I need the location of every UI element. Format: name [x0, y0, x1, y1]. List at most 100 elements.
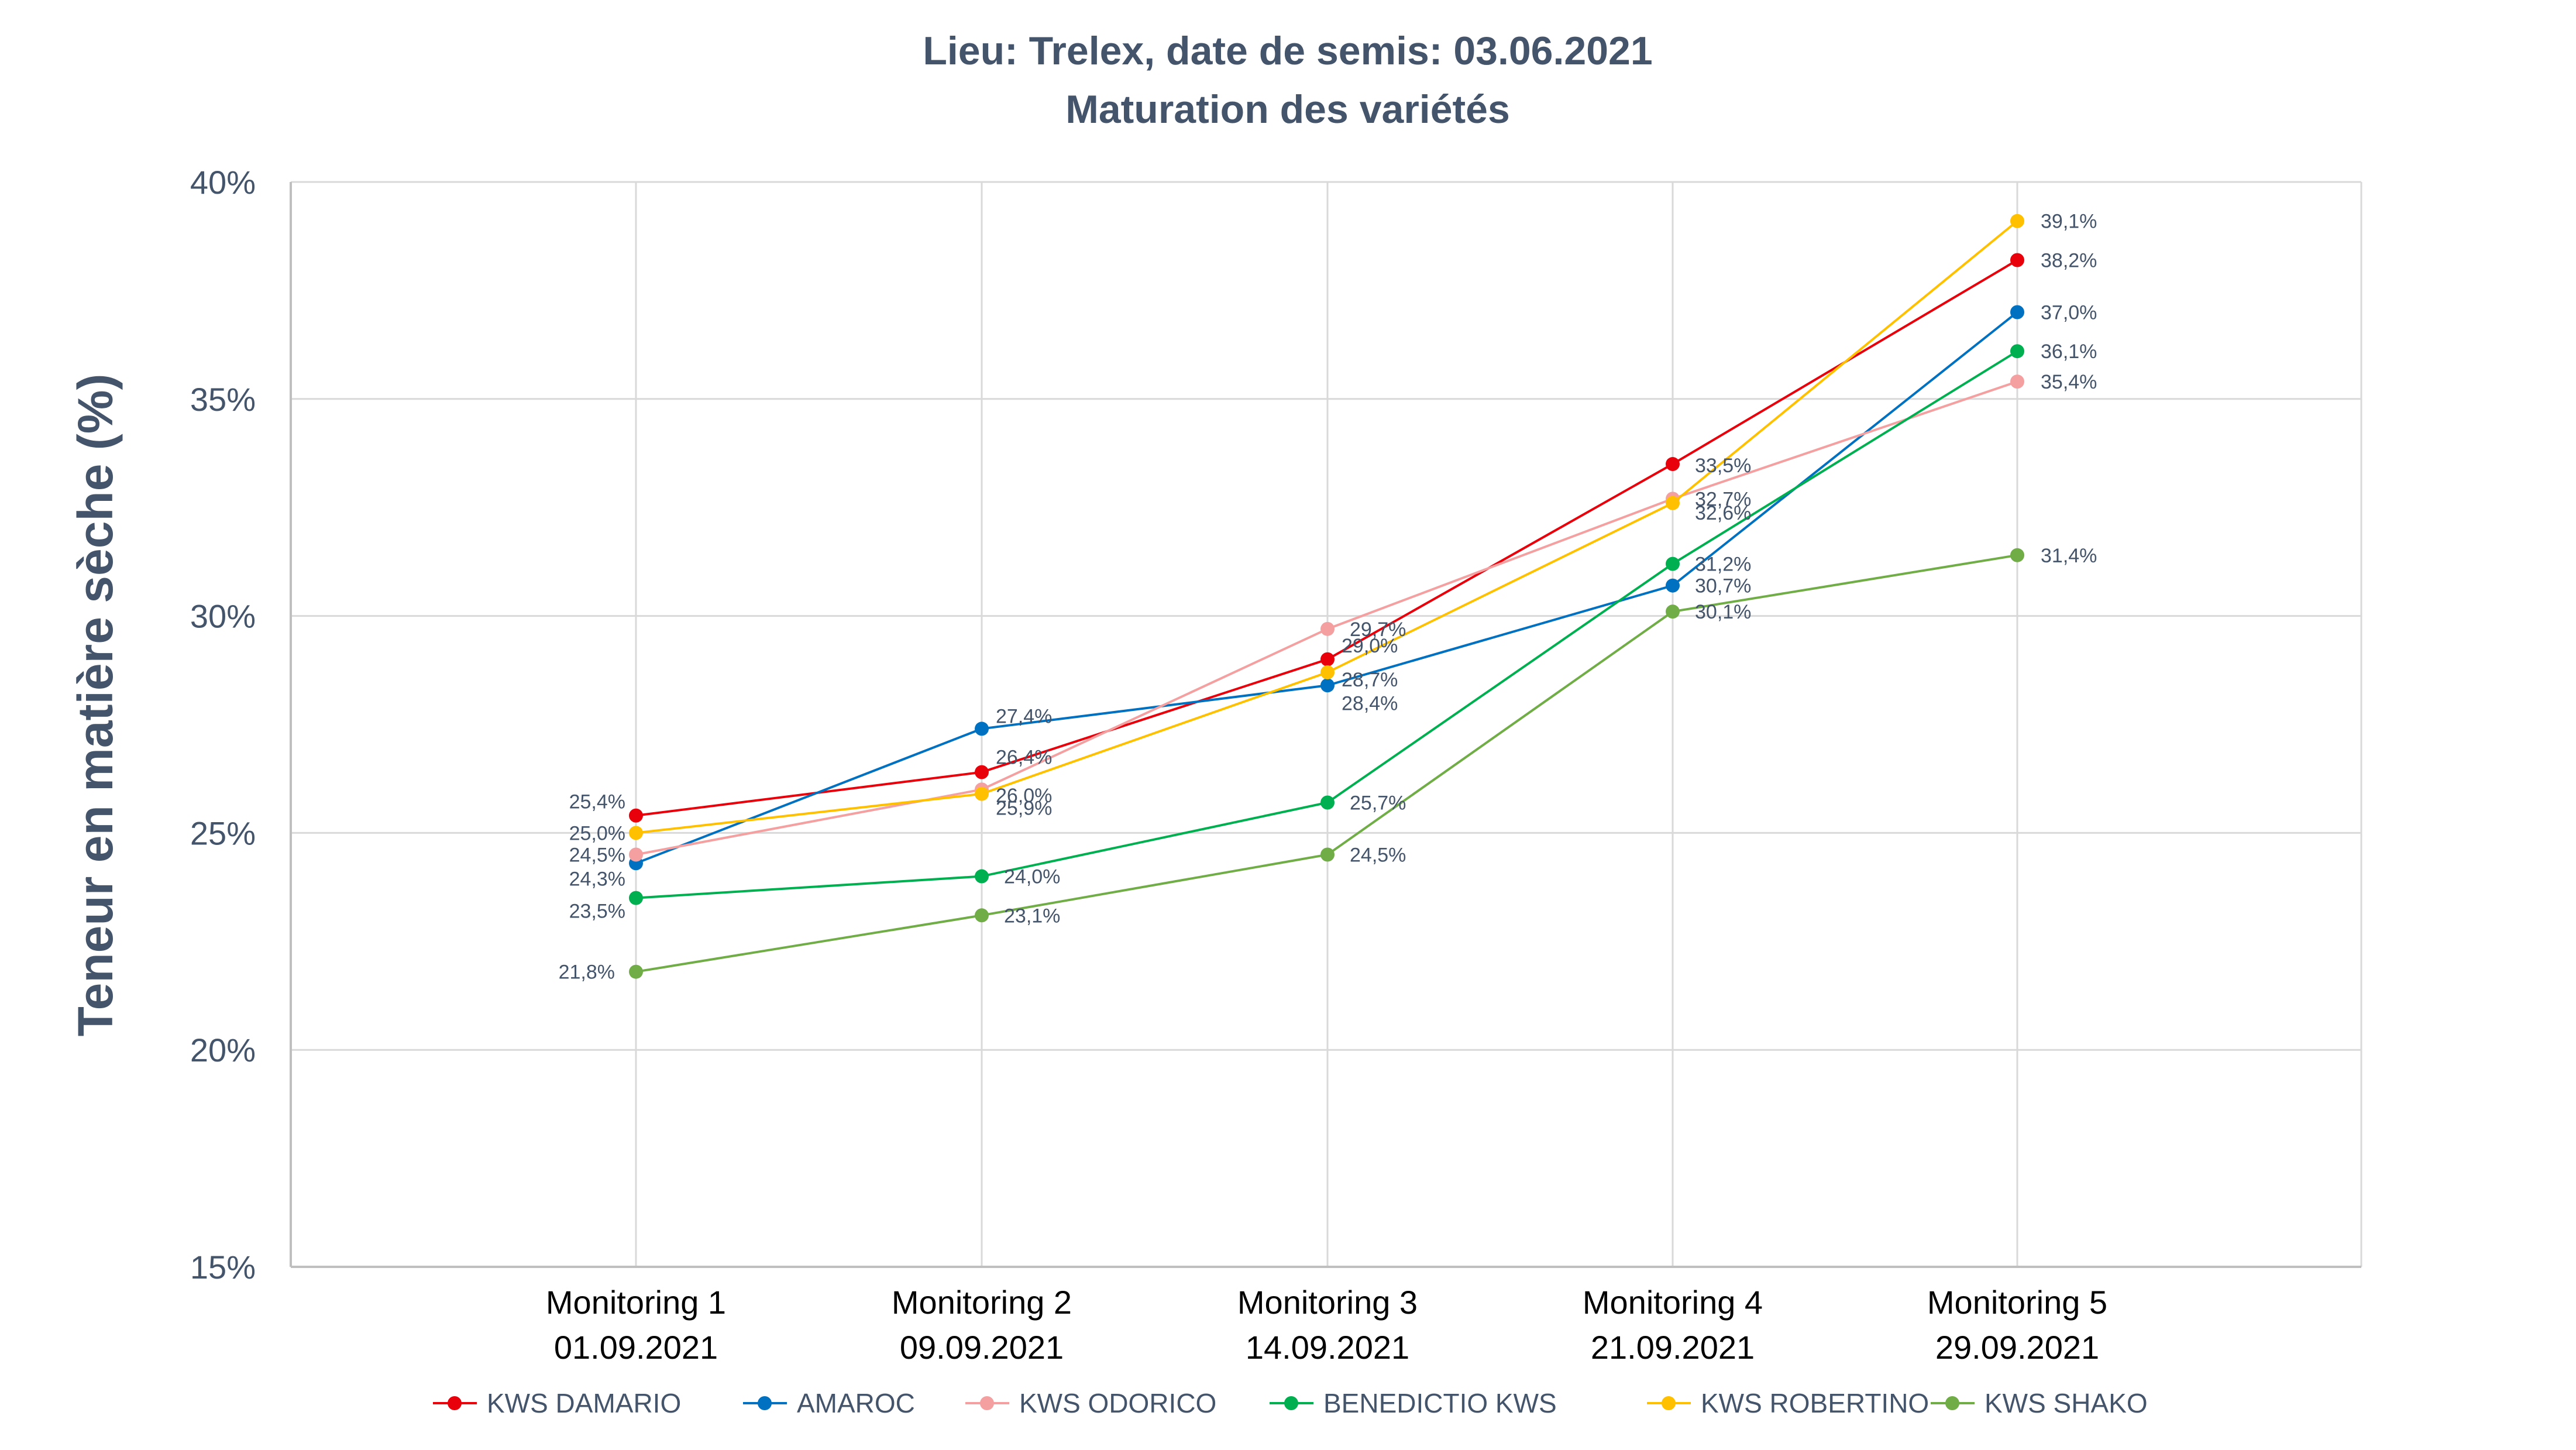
x-tick-label: 01.09.2021	[554, 1329, 718, 1366]
data-point	[1666, 496, 1680, 510]
data-label: 28,4%	[1342, 692, 1398, 714]
data-point	[975, 869, 989, 884]
legend-item: KWS ROBERTINO	[1647, 1388, 1929, 1418]
data-label: 29,0%	[1342, 635, 1398, 657]
y-tick-label: 40%	[190, 164, 256, 201]
data-label: 21,8%	[559, 961, 615, 984]
series-amaroc	[629, 305, 2024, 871]
legend-label: KWS ODORICO	[1019, 1388, 1216, 1418]
data-label: 31,2%	[1695, 554, 1751, 576]
legend-label: KWS DAMARIO	[487, 1388, 681, 1418]
legend-marker	[758, 1396, 772, 1410]
data-label: 27,4%	[996, 705, 1052, 727]
data-label: 35,4%	[2041, 371, 2097, 393]
data-point	[1320, 621, 1335, 636]
y-tick-label: 15%	[190, 1249, 256, 1286]
data-point	[629, 964, 643, 979]
data-point	[2010, 548, 2024, 562]
data-point	[975, 908, 989, 923]
legend: KWS DAMARIO AMAROC KWS ODORICO BENEDICTIO K…	[433, 1388, 2148, 1418]
data-point	[629, 847, 643, 862]
x-tick-label: Monitoring 1	[546, 1284, 726, 1321]
y-tick-label: 20%	[190, 1032, 256, 1068]
chart-subtitle: Maturation des variétés	[1065, 87, 1510, 132]
chart-title: Lieu: Trelex, date de semis: 03.06.2021	[923, 29, 1652, 73]
data-label: 28,7%	[1342, 669, 1398, 691]
series-kws-damario	[629, 253, 2024, 823]
legend-marker	[1662, 1396, 1676, 1410]
data-label-layer: 25,4% 26,4% 29,0% 33,5% 38,2% 24,3% 27,4% 28,4%…	[559, 211, 2097, 984]
data-point	[1320, 795, 1335, 810]
data-point	[2010, 305, 2024, 319]
series-kws-shako	[629, 548, 2024, 979]
data-label: 33,5%	[1695, 455, 1751, 477]
x-tick-label: Monitoring 3	[1237, 1284, 1418, 1321]
legend-marker	[448, 1396, 462, 1410]
data-label: 23,5%	[569, 901, 625, 923]
legend-label: BENEDICTIO KWS	[1323, 1388, 1557, 1418]
x-tick-label: 29.09.2021	[1935, 1329, 2099, 1366]
data-point	[2010, 344, 2024, 359]
data-label: 32,6%	[1695, 502, 1751, 524]
data-point	[2010, 253, 2024, 267]
data-label: 29,7%	[1350, 619, 1406, 641]
data-point	[1320, 652, 1335, 666]
x-tick-label: 21.09.2021	[1591, 1329, 1755, 1366]
series-layer	[629, 214, 2024, 979]
data-point	[629, 826, 643, 840]
data-point	[1666, 457, 1680, 472]
data-point	[2010, 374, 2024, 389]
legend-marker	[980, 1396, 994, 1410]
data-point	[1666, 556, 1680, 571]
legend-label: AMAROC	[797, 1388, 915, 1418]
data-point	[975, 786, 989, 801]
x-tick-label: Monitoring 2	[892, 1284, 1072, 1321]
axis-layer: 15% 20% 25% 30% 35% 40% Monitoring 1 01.09.2021…	[190, 164, 2361, 1366]
data-label: 25,7%	[1350, 792, 1406, 814]
data-label: 39,1%	[2041, 211, 2097, 233]
data-label: 24,5%	[1350, 844, 1406, 866]
data-point	[629, 891, 643, 905]
data-point	[1320, 847, 1335, 862]
x-tick-label: Monitoring 5	[1927, 1284, 2107, 1321]
y-tick-label: 35%	[190, 381, 256, 418]
legend-marker	[1284, 1396, 1298, 1410]
data-point	[1666, 604, 1680, 619]
legend-label: KWS SHAKO	[1985, 1388, 2148, 1418]
legend-item: KWS SHAKO	[1931, 1388, 2148, 1418]
data-point	[975, 721, 989, 736]
y-tick-label: 25%	[190, 815, 256, 851]
data-label: 30,1%	[1695, 601, 1751, 623]
data-label: 23,1%	[1004, 905, 1060, 927]
x-tick-label: Monitoring 4	[1583, 1284, 1763, 1321]
data-label: 37,0%	[2041, 301, 2097, 324]
legend-item: KWS DAMARIO	[433, 1388, 681, 1418]
data-label: 25,9%	[996, 798, 1052, 820]
data-label: 25,0%	[569, 822, 625, 844]
legend-item: BENEDICTIO KWS	[1270, 1388, 1557, 1418]
legend-marker	[1945, 1396, 1959, 1410]
series-benedictio-kws	[629, 344, 2024, 905]
x-tick-label: 14.09.2021	[1246, 1329, 1409, 1366]
data-point	[975, 765, 989, 779]
data-label: 26,0%	[996, 785, 1052, 807]
legend-item: KWS ODORICO	[965, 1388, 1216, 1418]
data-point	[2010, 214, 2024, 228]
data-label: 24,3%	[569, 868, 625, 890]
data-label: 25,4%	[569, 791, 625, 813]
series-kws-robertino	[629, 214, 2024, 840]
data-point	[1666, 578, 1680, 593]
data-point	[1320, 678, 1335, 693]
data-label: 36,1%	[2041, 341, 2097, 363]
data-label: 38,2%	[2041, 249, 2097, 272]
data-label: 26,4%	[996, 747, 1052, 769]
data-point	[1320, 665, 1335, 680]
data-point	[629, 808, 643, 823]
data-label: 31,4%	[2041, 545, 2097, 567]
data-label: 32,7%	[1695, 488, 1751, 510]
y-axis-label: Teneur en matière sèche (%)	[68, 374, 123, 1037]
legend-item: AMAROC	[743, 1388, 915, 1418]
